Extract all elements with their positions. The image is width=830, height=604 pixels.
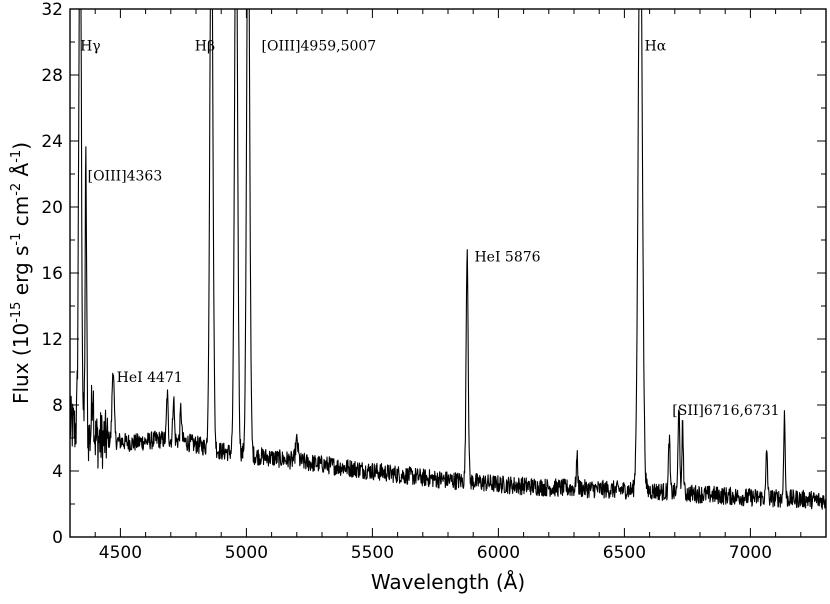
line-annotation: HeI 5876 — [474, 249, 540, 265]
y-axis-title-part: cm — [9, 196, 33, 233]
x-tick-label: 6000 — [477, 543, 520, 563]
line-annotation: [OIII]4959,5007 — [262, 38, 377, 54]
line-annotation: HeI 4471 — [117, 370, 183, 386]
line-annotation: Hβ — [195, 38, 215, 54]
plot-frame — [69, 8, 827, 538]
x-tick-label: 5000 — [225, 543, 268, 563]
y-tick-label: 12 — [41, 330, 63, 350]
y-axis-title-part: erg s — [9, 246, 33, 302]
y-axis-title-part: Å — [9, 162, 33, 182]
line-annotation: [SII]6716,6731 — [672, 403, 779, 419]
line-annotation: [OIII]4363 — [88, 169, 163, 185]
line-annotation: Hγ — [80, 38, 101, 54]
y-tick-label: 20 — [41, 198, 63, 218]
x-tick-label: 4500 — [99, 543, 142, 563]
x-tick-label: 5500 — [351, 543, 394, 563]
spectrum-line — [70, 9, 826, 510]
y-tick-label: 0 — [52, 528, 63, 548]
y-tick-label: 16 — [41, 264, 63, 284]
y-axis-title-superscript: -1 — [9, 233, 24, 246]
y-axis-title-superscript: -2 — [9, 183, 24, 196]
y-axis-title-superscript: -15 — [9, 302, 24, 323]
y-axis-title: Flux (10-15 erg s-1 cm-2 Å-1) — [9, 142, 33, 404]
x-tick-label: 7000 — [729, 543, 772, 563]
y-axis-title-superscript: -1 — [9, 150, 24, 163]
line-annotation: Hα — [645, 38, 667, 54]
y-tick-label: 24 — [41, 132, 63, 152]
y-tick-label: 8 — [52, 396, 63, 416]
y-tick-label: 28 — [41, 66, 63, 86]
y-tick-label: 4 — [52, 462, 63, 482]
y-axis-title-part: Flux (10 — [9, 323, 33, 404]
y-axis-title-part: ) — [9, 142, 33, 150]
y-tick-label: 32 — [41, 0, 63, 20]
x-axis-title: Wavelength (Å) — [371, 570, 525, 594]
x-tick-label: 6500 — [603, 543, 646, 563]
